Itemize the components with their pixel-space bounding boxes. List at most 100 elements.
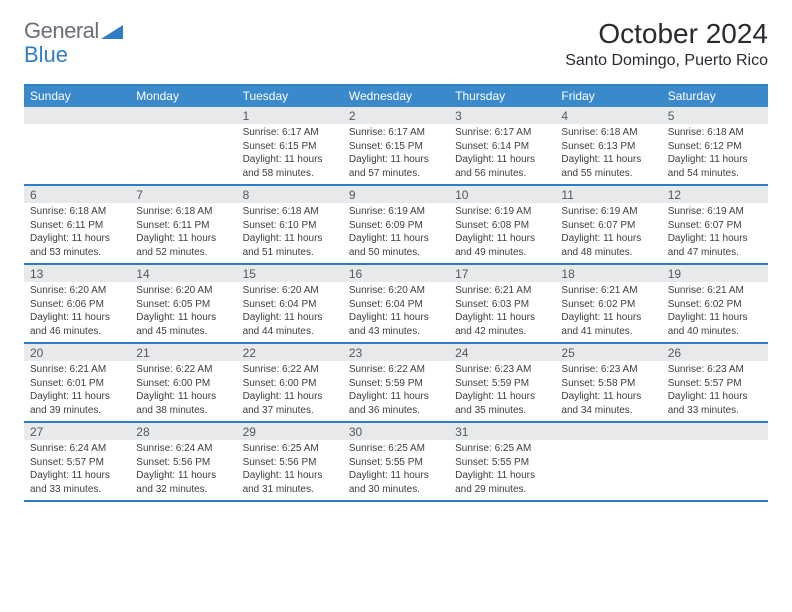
day-number: 23 [343,344,449,361]
sunrise-text: Sunrise: 6:22 AM [243,363,337,377]
daylight-text: Daylight: 11 hours and 40 minutes. [668,311,762,338]
week-row: 20Sunrise: 6:21 AMSunset: 6:01 PMDayligh… [24,344,768,423]
daylight-text: Daylight: 11 hours and 47 minutes. [668,232,762,259]
day-number: 18 [555,265,661,282]
sunset-text: Sunset: 6:00 PM [136,377,230,391]
sunrise-text: Sunrise: 6:18 AM [30,205,124,219]
sunset-text: Sunset: 6:03 PM [455,298,549,312]
dow-friday: Friday [555,86,661,107]
day-body: Sunrise: 6:20 AMSunset: 6:06 PMDaylight:… [24,282,130,342]
sunset-text: Sunset: 6:04 PM [349,298,443,312]
calendar-cell: 29Sunrise: 6:25 AMSunset: 5:56 PMDayligh… [237,423,343,500]
day-body: Sunrise: 6:17 AMSunset: 6:15 PMDaylight:… [237,124,343,184]
day-body: Sunrise: 6:18 AMSunset: 6:11 PMDaylight:… [130,203,236,263]
dow-sunday: Sunday [24,86,130,107]
calendar-cell: 15Sunrise: 6:20 AMSunset: 6:04 PMDayligh… [237,265,343,342]
sunset-text: Sunset: 6:00 PM [243,377,337,391]
calendar-cell: 13Sunrise: 6:20 AMSunset: 6:06 PMDayligh… [24,265,130,342]
sunset-text: Sunset: 6:12 PM [668,140,762,154]
daylight-text: Daylight: 11 hours and 39 minutes. [30,390,124,417]
day-number: 25 [555,344,661,361]
day-number: 28 [130,423,236,440]
calendar-cell: 24Sunrise: 6:23 AMSunset: 5:59 PMDayligh… [449,344,555,421]
title-block: October 2024 Santo Domingo, Puerto Rico [565,18,768,70]
day-number: 24 [449,344,555,361]
daylight-text: Daylight: 11 hours and 44 minutes. [243,311,337,338]
sunset-text: Sunset: 6:02 PM [561,298,655,312]
sunrise-text: Sunrise: 6:18 AM [136,205,230,219]
sunrise-text: Sunrise: 6:23 AM [561,363,655,377]
sunset-text: Sunset: 5:57 PM [30,456,124,470]
day-number: 10 [449,186,555,203]
sunset-text: Sunset: 6:08 PM [455,219,549,233]
calendar-cell: 17Sunrise: 6:21 AMSunset: 6:03 PMDayligh… [449,265,555,342]
calendar-cell: 26Sunrise: 6:23 AMSunset: 5:57 PMDayligh… [662,344,768,421]
calendar-cell: 19Sunrise: 6:21 AMSunset: 6:02 PMDayligh… [662,265,768,342]
day-number [24,107,130,124]
sunset-text: Sunset: 6:04 PM [243,298,337,312]
day-body: Sunrise: 6:21 AMSunset: 6:02 PMDaylight:… [555,282,661,342]
daylight-text: Daylight: 11 hours and 42 minutes. [455,311,549,338]
day-number: 9 [343,186,449,203]
sunrise-text: Sunrise: 6:20 AM [243,284,337,298]
daylight-text: Daylight: 11 hours and 56 minutes. [455,153,549,180]
calendar-cell [555,423,661,500]
day-body: Sunrise: 6:25 AMSunset: 5:56 PMDaylight:… [237,440,343,500]
day-body: Sunrise: 6:21 AMSunset: 6:03 PMDaylight:… [449,282,555,342]
daylight-text: Daylight: 11 hours and 48 minutes. [561,232,655,259]
sunrise-text: Sunrise: 6:24 AM [136,442,230,456]
daylight-text: Daylight: 11 hours and 55 minutes. [561,153,655,180]
sunset-text: Sunset: 5:57 PM [668,377,762,391]
sunrise-text: Sunrise: 6:22 AM [349,363,443,377]
day-body [130,124,236,184]
sunrise-text: Sunrise: 6:21 AM [30,363,124,377]
day-body: Sunrise: 6:25 AMSunset: 5:55 PMDaylight:… [343,440,449,500]
daylight-text: Daylight: 11 hours and 57 minutes. [349,153,443,180]
day-body: Sunrise: 6:22 AMSunset: 6:00 PMDaylight:… [237,361,343,421]
calendar-cell: 21Sunrise: 6:22 AMSunset: 6:00 PMDayligh… [130,344,236,421]
sunrise-text: Sunrise: 6:23 AM [668,363,762,377]
sunset-text: Sunset: 6:07 PM [668,219,762,233]
calendar-cell: 12Sunrise: 6:19 AMSunset: 6:07 PMDayligh… [662,186,768,263]
week-row: 6Sunrise: 6:18 AMSunset: 6:11 PMDaylight… [24,186,768,265]
day-of-week-header: Sunday Monday Tuesday Wednesday Thursday… [24,86,768,107]
day-number: 30 [343,423,449,440]
day-number [555,423,661,440]
calendar-cell: 18Sunrise: 6:21 AMSunset: 6:02 PMDayligh… [555,265,661,342]
month-title: October 2024 [565,18,768,50]
calendar-cell: 6Sunrise: 6:18 AMSunset: 6:11 PMDaylight… [24,186,130,263]
day-number: 16 [343,265,449,282]
calendar-cell: 14Sunrise: 6:20 AMSunset: 6:05 PMDayligh… [130,265,236,342]
sunrise-text: Sunrise: 6:17 AM [243,126,337,140]
calendar-cell: 22Sunrise: 6:22 AMSunset: 6:00 PMDayligh… [237,344,343,421]
calendar-cell: 28Sunrise: 6:24 AMSunset: 5:56 PMDayligh… [130,423,236,500]
day-number: 1 [237,107,343,124]
daylight-text: Daylight: 11 hours and 35 minutes. [455,390,549,417]
daylight-text: Daylight: 11 hours and 52 minutes. [136,232,230,259]
daylight-text: Daylight: 11 hours and 34 minutes. [561,390,655,417]
calendar-cell: 31Sunrise: 6:25 AMSunset: 5:55 PMDayligh… [449,423,555,500]
sunset-text: Sunset: 6:13 PM [561,140,655,154]
day-body: Sunrise: 6:21 AMSunset: 6:01 PMDaylight:… [24,361,130,421]
day-number: 12 [662,186,768,203]
day-body: Sunrise: 6:24 AMSunset: 5:57 PMDaylight:… [24,440,130,500]
daylight-text: Daylight: 11 hours and 45 minutes. [136,311,230,338]
day-number: 7 [130,186,236,203]
day-body: Sunrise: 6:23 AMSunset: 5:59 PMDaylight:… [449,361,555,421]
sunrise-text: Sunrise: 6:20 AM [136,284,230,298]
sunrise-text: Sunrise: 6:17 AM [455,126,549,140]
day-body: Sunrise: 6:25 AMSunset: 5:55 PMDaylight:… [449,440,555,500]
dow-monday: Monday [130,86,236,107]
daylight-text: Daylight: 11 hours and 53 minutes. [30,232,124,259]
daylight-text: Daylight: 11 hours and 30 minutes. [349,469,443,496]
day-body: Sunrise: 6:18 AMSunset: 6:10 PMDaylight:… [237,203,343,263]
daylight-text: Daylight: 11 hours and 33 minutes. [30,469,124,496]
day-number: 13 [24,265,130,282]
day-body [24,124,130,184]
dow-saturday: Saturday [662,86,768,107]
sunrise-text: Sunrise: 6:22 AM [136,363,230,377]
day-number: 17 [449,265,555,282]
daylight-text: Daylight: 11 hours and 38 minutes. [136,390,230,417]
calendar-cell: 8Sunrise: 6:18 AMSunset: 6:10 PMDaylight… [237,186,343,263]
sunset-text: Sunset: 6:02 PM [668,298,762,312]
